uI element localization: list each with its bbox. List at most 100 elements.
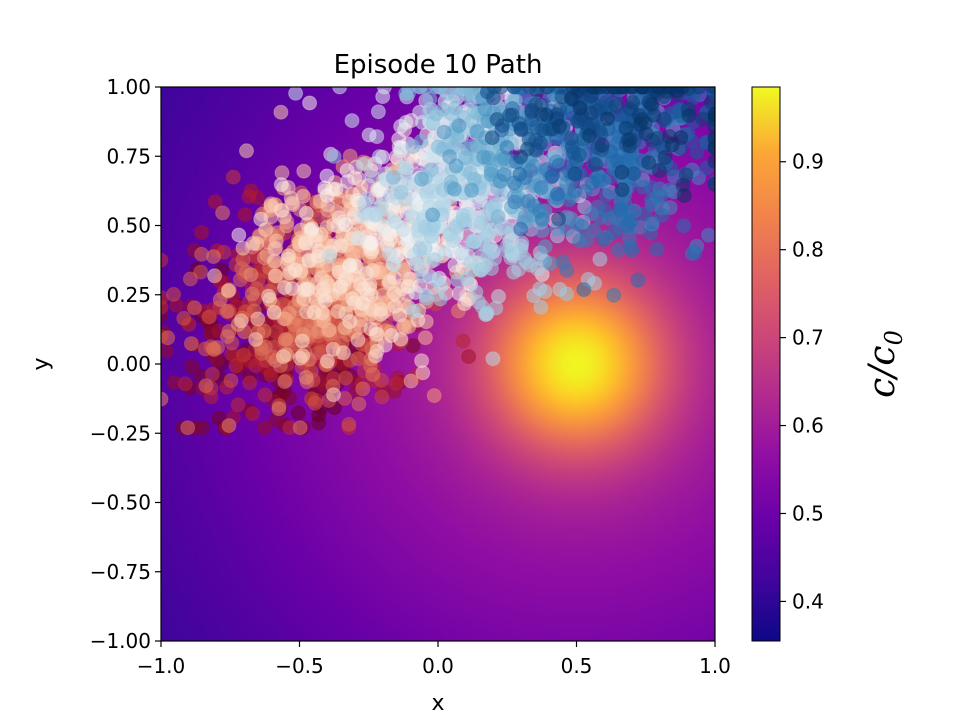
colorbar-label-main: c/c [862,345,903,397]
path-point [488,300,504,316]
path-point [707,176,715,192]
path-point [619,218,635,234]
path-point [649,241,665,257]
plot-area [161,87,715,641]
path-point [413,133,429,149]
path-point [231,227,247,243]
path-point [187,300,202,316]
path-point [198,378,214,394]
path-point [622,138,638,154]
path-point [537,239,553,255]
path-point [298,205,314,221]
path-point [385,169,401,185]
path-point [489,112,505,127]
path-point [600,87,616,95]
path-point [550,186,565,202]
colorbar-tick-label: 0.9 [792,150,824,174]
chart-title: Episode 10 Path [334,50,543,80]
x-tick-label: 0.0 [422,654,454,678]
path-point [499,140,515,155]
path-point [465,233,481,249]
path-point [559,286,575,302]
path-point [388,376,404,391]
colorbar-label: c/c0 [862,330,908,398]
path-point [370,104,386,120]
path-point [539,87,555,95]
path-point [459,271,475,287]
path-point [307,395,323,411]
path-point [248,332,264,347]
path-point [204,366,220,382]
path-point [513,221,529,237]
y-tick-label: 0.00 [106,352,151,376]
path-point [288,87,304,101]
x-axis: −1.0 −0.5 0.0 0.5 1.0 [137,641,731,678]
path-point [581,128,597,144]
colorbar-tick-label: 0.8 [792,238,824,262]
path-point [266,304,282,320]
path-point [294,333,310,349]
colorbar-tick-label: 0.5 [792,501,824,525]
path-point [442,149,458,165]
path-point [161,252,169,268]
path-point [245,406,261,422]
path-point [223,373,239,389]
path-point [588,157,604,172]
path-point [612,200,628,216]
path-point [513,149,529,165]
path-point [437,245,453,261]
path-point [455,333,471,349]
path-point [446,181,462,197]
path-point [406,303,422,319]
path-point [426,388,442,404]
path-point [426,252,442,268]
path-point [261,288,276,304]
path-point [341,416,357,432]
y-axis: 1.00 0.75 0.50 0.25 0.00 −0.25 −0.50 −0.75 −1.00 [90,75,161,653]
path-point [533,135,548,151]
path-point [359,265,375,281]
path-point [300,281,316,297]
path-point [392,143,408,159]
path-point [374,198,389,214]
path-point [463,254,479,270]
path-point [335,345,351,361]
path-point [594,137,610,153]
x-tick-label: −0.5 [275,654,324,678]
path-point [212,292,228,308]
path-point [304,221,320,237]
path-point [592,251,608,267]
path-point [383,328,399,343]
path-point [567,166,583,182]
path-point [517,251,533,267]
path-point [579,232,595,248]
path-point [388,214,404,230]
y-tick-label: −0.75 [90,560,151,584]
path-point [184,359,200,375]
path-point [342,148,358,164]
path-point [365,367,381,382]
y-axis-label: y [29,357,54,370]
path-point [499,238,515,254]
path-point [364,168,380,184]
path-point [206,341,221,357]
path-point [273,177,289,193]
path-point [338,370,354,386]
path-point [474,299,490,315]
path-point [451,118,467,134]
path-point [161,330,176,346]
path-point [468,284,484,300]
path-point [707,106,715,122]
path-point [401,87,416,101]
path-point [681,108,697,123]
path-point [651,163,667,178]
x-axis-label: x [431,691,444,716]
path-point [340,173,356,189]
path-point [532,281,548,297]
path-point [371,149,387,165]
path-point [422,91,438,107]
path-point [194,224,210,240]
path-point [373,306,389,322]
path-point [484,130,500,146]
path-point [448,219,464,235]
